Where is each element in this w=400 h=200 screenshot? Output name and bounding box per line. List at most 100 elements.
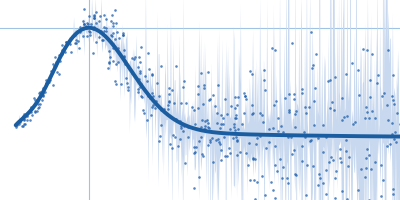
- Point: [40, 88, 46, 91]
- Point: [77, 30, 83, 33]
- Point: [112, 21, 119, 24]
- Point: [184, 136, 191, 139]
- Point: [180, 86, 187, 89]
- Point: [303, 194, 309, 197]
- Point: [71, 41, 78, 44]
- Point: [170, 102, 177, 105]
- Point: [249, 103, 256, 106]
- Point: [151, 106, 158, 110]
- Point: [291, 173, 298, 176]
- Point: [137, 61, 144, 64]
- Point: [243, 151, 249, 154]
- Point: [310, 165, 317, 168]
- Point: [246, 141, 252, 144]
- Point: [56, 72, 63, 75]
- Point: [108, 33, 114, 36]
- Point: [302, 136, 308, 139]
- Point: [232, 107, 238, 110]
- Point: [121, 54, 127, 57]
- Point: [388, 133, 395, 136]
- Point: [40, 94, 46, 97]
- Point: [196, 175, 202, 179]
- Point: [112, 79, 119, 82]
- Point: [268, 181, 274, 184]
- Point: [56, 53, 62, 56]
- Point: [363, 167, 369, 170]
- Point: [198, 125, 204, 128]
- Point: [112, 82, 119, 85]
- Point: [200, 102, 206, 105]
- Point: [330, 108, 337, 112]
- Point: [202, 120, 208, 123]
- Point: [232, 96, 238, 99]
- Point: [343, 150, 350, 153]
- Point: [328, 100, 335, 103]
- Point: [277, 158, 283, 161]
- Point: [34, 99, 40, 102]
- Point: [20, 125, 26, 128]
- Point: [235, 128, 242, 131]
- Point: [122, 63, 128, 66]
- Point: [344, 197, 350, 200]
- Point: [328, 155, 334, 158]
- Point: [137, 70, 143, 73]
- Point: [333, 169, 339, 172]
- Point: [227, 127, 233, 130]
- Point: [270, 126, 276, 129]
- Point: [105, 60, 112, 63]
- Point: [394, 112, 400, 115]
- Point: [20, 112, 27, 115]
- Point: [122, 60, 129, 63]
- Point: [91, 26, 97, 29]
- Point: [37, 91, 43, 94]
- Point: [258, 113, 265, 117]
- Point: [298, 159, 305, 162]
- Point: [218, 159, 224, 162]
- Point: [390, 98, 396, 102]
- Point: [222, 97, 228, 101]
- Point: [292, 112, 298, 116]
- Point: [23, 112, 29, 115]
- Point: [206, 141, 213, 144]
- Point: [16, 122, 22, 125]
- Point: [218, 114, 225, 117]
- Point: [84, 21, 90, 24]
- Point: [28, 113, 35, 117]
- Point: [51, 65, 57, 68]
- Point: [90, 52, 96, 55]
- Point: [205, 121, 211, 124]
- Point: [233, 116, 239, 119]
- Point: [343, 138, 350, 141]
- Point: [86, 30, 92, 33]
- Point: [158, 108, 164, 112]
- Point: [146, 67, 152, 70]
- Point: [72, 39, 79, 42]
- Point: [323, 135, 329, 139]
- Point: [36, 106, 42, 109]
- Point: [52, 60, 59, 63]
- Point: [233, 135, 239, 138]
- Point: [286, 110, 292, 114]
- Point: [115, 60, 122, 63]
- Point: [148, 72, 155, 76]
- Point: [90, 13, 97, 17]
- Point: [135, 65, 141, 68]
- Point: [135, 87, 142, 91]
- Point: [46, 80, 52, 83]
- Point: [284, 176, 290, 180]
- Point: [37, 102, 43, 105]
- Point: [310, 63, 316, 67]
- Point: [366, 117, 372, 120]
- Point: [40, 91, 46, 94]
- Point: [70, 35, 76, 38]
- Point: [252, 158, 258, 161]
- Point: [136, 55, 143, 58]
- Point: [191, 108, 198, 111]
- Point: [142, 74, 148, 77]
- Point: [208, 137, 215, 140]
- Point: [250, 112, 256, 115]
- Point: [234, 153, 240, 157]
- Point: [266, 140, 272, 143]
- Point: [261, 194, 268, 197]
- Point: [20, 114, 26, 118]
